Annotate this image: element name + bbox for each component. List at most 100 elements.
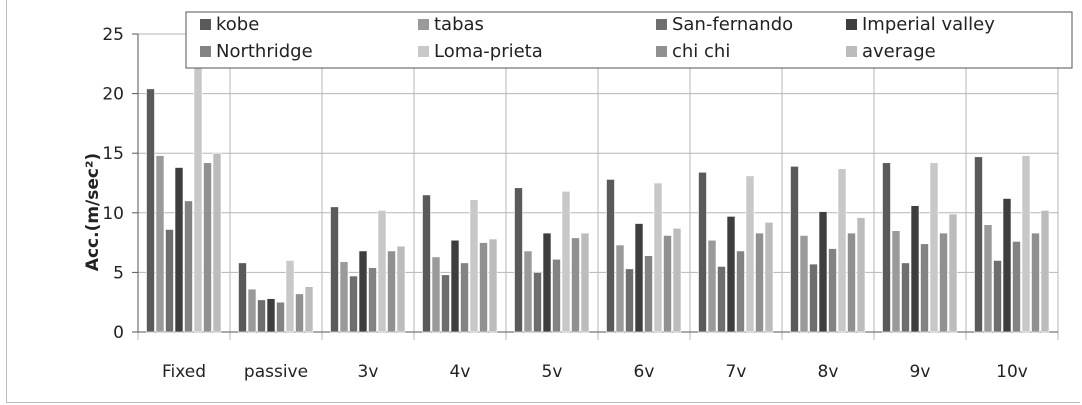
- legend-label: chi chi: [672, 41, 730, 62]
- legend-box: [185, 11, 1073, 69]
- bar: [542, 232, 552, 333]
- gridlines: [137, 33, 1059, 340]
- bar: [1040, 210, 1050, 333]
- x-tick-label: 7v: [726, 362, 747, 382]
- x-tick-label: 3v: [358, 362, 379, 382]
- bar: [146, 88, 155, 333]
- bar: [450, 239, 460, 333]
- bar: [726, 216, 736, 333]
- bar: [247, 288, 257, 333]
- legend-swatch: [846, 19, 857, 30]
- legend-label: average: [862, 41, 936, 62]
- bar: [790, 166, 799, 333]
- bar: [488, 238, 498, 333]
- legend-swatch: [418, 46, 429, 57]
- x-tick-label: 8v: [818, 362, 839, 382]
- bar: [993, 260, 1002, 333]
- bar: [422, 194, 431, 333]
- bar: [1002, 198, 1012, 333]
- bar: [552, 258, 561, 333]
- bar: [266, 298, 276, 333]
- bar: [717, 266, 726, 333]
- bar: [533, 272, 542, 333]
- x-tick-label: 4v: [450, 362, 471, 382]
- y-axis-labels: 0 5 10 15 20 25: [102, 25, 124, 343]
- bar: [910, 205, 920, 333]
- bar: [828, 248, 837, 333]
- bar: [479, 242, 488, 333]
- y-tick-label: 20: [102, 85, 124, 105]
- bar: [634, 223, 644, 333]
- y-tick-label: 5: [113, 263, 124, 283]
- bar: [155, 155, 165, 333]
- bar: [330, 206, 339, 333]
- bar: [939, 232, 948, 333]
- page-frame: [6, 0, 1080, 403]
- bar: [755, 232, 764, 333]
- legend-swatch: [200, 46, 211, 57]
- bar: [193, 59, 203, 333]
- bar: [847, 232, 856, 333]
- x-tick-label: 5v: [542, 362, 563, 382]
- bar: [856, 217, 866, 333]
- y-tick-label: 10: [102, 204, 124, 224]
- bar: [460, 262, 469, 333]
- bar: [644, 255, 653, 333]
- bar: [339, 261, 349, 333]
- bar: [663, 235, 672, 333]
- bar: [698, 171, 707, 333]
- bar: [165, 229, 174, 333]
- legend-label: tabas: [434, 14, 484, 35]
- y-tick-label: 0: [113, 323, 124, 343]
- legend-swatch: [656, 19, 667, 30]
- legend-label: Northridge: [216, 41, 313, 62]
- bar: [764, 222, 774, 333]
- x-tick-label: Fixed: [162, 362, 206, 382]
- bar: [799, 235, 809, 333]
- y-axis-title: Acc.(m/sec²): [83, 153, 103, 271]
- bar: [203, 162, 212, 333]
- bar: [571, 237, 580, 333]
- x-tick-label: 6v: [634, 362, 655, 382]
- bar: [304, 286, 314, 333]
- bar: [431, 256, 441, 333]
- bar: [358, 250, 368, 333]
- x-tick-label: 10v: [996, 362, 1028, 382]
- bar: [441, 274, 450, 333]
- bar: [606, 179, 615, 333]
- bar: [901, 262, 910, 333]
- legend-swatch: [846, 46, 857, 57]
- bar: [983, 224, 993, 333]
- bar: [809, 263, 818, 333]
- bar: [561, 191, 571, 333]
- bar: [882, 162, 891, 333]
- bar: [174, 167, 184, 333]
- bar: [184, 200, 193, 333]
- bar: [276, 301, 285, 333]
- bar: [920, 243, 929, 333]
- bar: [707, 239, 717, 333]
- bar: [377, 210, 387, 333]
- bar: [615, 244, 625, 333]
- y-tick-label: 15: [102, 144, 124, 164]
- bar: [469, 199, 479, 333]
- bar: [625, 268, 634, 333]
- bar: [580, 232, 590, 333]
- bar: [672, 227, 682, 333]
- bar: [1012, 241, 1021, 333]
- bars: [146, 59, 1050, 333]
- legend-label: Imperial valley: [862, 14, 995, 35]
- bar: [238, 262, 247, 333]
- legend-label: kobe: [216, 14, 259, 35]
- bar: [285, 260, 295, 333]
- bar: [745, 175, 755, 333]
- x-tick-label: passive: [244, 362, 308, 382]
- legend-swatch: [418, 19, 429, 30]
- bar: [257, 299, 266, 333]
- bar: [818, 211, 828, 333]
- bar: [837, 168, 847, 333]
- bar: [212, 152, 222, 333]
- bar: [974, 156, 983, 333]
- bar: [368, 267, 377, 333]
- bar: [948, 213, 958, 333]
